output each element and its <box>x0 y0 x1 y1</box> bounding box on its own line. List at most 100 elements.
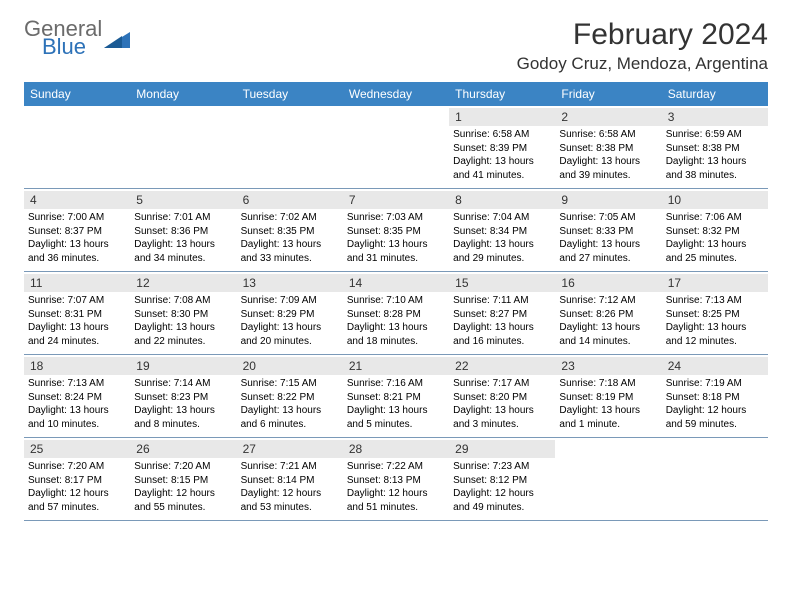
day-number: 27 <box>237 440 343 458</box>
info-line: Sunrise: 7:05 AM <box>559 211 657 225</box>
info-line: Sunset: 8:35 PM <box>241 225 339 239</box>
day-number: 16 <box>555 274 661 292</box>
info-line: Daylight: 13 hours <box>134 404 232 418</box>
day-number: 10 <box>662 191 768 209</box>
weeks-container: 1Sunrise: 6:58 AMSunset: 8:39 PMDaylight… <box>24 106 768 521</box>
info-line: and 3 minutes. <box>453 418 551 432</box>
info-line: Sunset: 8:20 PM <box>453 391 551 405</box>
title-block: February 2024 Godoy Cruz, Mendoza, Argen… <box>517 18 768 74</box>
info-line: Daylight: 13 hours <box>28 238 126 252</box>
info-line: and 59 minutes. <box>666 418 764 432</box>
calendar-cell <box>24 106 130 188</box>
sunrise-sunset-info: Sunrise: 7:08 AMSunset: 8:30 PMDaylight:… <box>134 294 232 348</box>
sunrise-sunset-info: Sunrise: 7:17 AMSunset: 8:20 PMDaylight:… <box>453 377 551 431</box>
day-number: 22 <box>449 357 555 375</box>
sunrise-sunset-info: Sunrise: 7:19 AMSunset: 8:18 PMDaylight:… <box>666 377 764 431</box>
info-line: Daylight: 13 hours <box>453 155 551 169</box>
calendar-cell: 3Sunrise: 6:59 AMSunset: 8:38 PMDaylight… <box>662 106 768 188</box>
info-line: and 53 minutes. <box>241 501 339 515</box>
day-number <box>237 108 343 126</box>
day-number <box>343 108 449 126</box>
day-number: 15 <box>449 274 555 292</box>
info-line: Daylight: 13 hours <box>241 321 339 335</box>
info-line: Sunset: 8:22 PM <box>241 391 339 405</box>
info-line: Sunset: 8:30 PM <box>134 308 232 322</box>
info-line: Sunset: 8:23 PM <box>134 391 232 405</box>
calendar-cell: 24Sunrise: 7:19 AMSunset: 8:18 PMDayligh… <box>662 355 768 437</box>
info-line: and 16 minutes. <box>453 335 551 349</box>
info-line: Daylight: 12 hours <box>241 487 339 501</box>
day-number: 5 <box>130 191 236 209</box>
info-line: Sunset: 8:15 PM <box>134 474 232 488</box>
info-line: Sunset: 8:19 PM <box>559 391 657 405</box>
weekday-header: Saturday <box>662 82 768 106</box>
info-line: and 38 minutes. <box>666 169 764 183</box>
info-line: Sunset: 8:27 PM <box>453 308 551 322</box>
info-line: and 36 minutes. <box>28 252 126 266</box>
day-number: 6 <box>237 191 343 209</box>
info-line: Daylight: 13 hours <box>559 404 657 418</box>
calendar-week-row: 18Sunrise: 7:13 AMSunset: 8:24 PMDayligh… <box>24 355 768 438</box>
day-number: 14 <box>343 274 449 292</box>
info-line: and 25 minutes. <box>666 252 764 266</box>
info-line: and 27 minutes. <box>559 252 657 266</box>
calendar-week-row: 1Sunrise: 6:58 AMSunset: 8:39 PMDaylight… <box>24 106 768 189</box>
day-number: 7 <box>343 191 449 209</box>
sunrise-sunset-info: Sunrise: 7:07 AMSunset: 8:31 PMDaylight:… <box>28 294 126 348</box>
calendar-cell <box>130 106 236 188</box>
sunrise-sunset-info: Sunrise: 7:23 AMSunset: 8:12 PMDaylight:… <box>453 460 551 514</box>
sunrise-sunset-info: Sunrise: 6:58 AMSunset: 8:38 PMDaylight:… <box>559 128 657 182</box>
calendar-cell: 4Sunrise: 7:00 AMSunset: 8:37 PMDaylight… <box>24 189 130 271</box>
sunrise-sunset-info: Sunrise: 7:16 AMSunset: 8:21 PMDaylight:… <box>347 377 445 431</box>
weekday-header: Sunday <box>24 82 130 106</box>
info-line: Daylight: 12 hours <box>453 487 551 501</box>
info-line: Sunset: 8:21 PM <box>347 391 445 405</box>
info-line: and 31 minutes. <box>347 252 445 266</box>
day-number: 25 <box>24 440 130 458</box>
day-number: 20 <box>237 357 343 375</box>
calendar-cell: 9Sunrise: 7:05 AMSunset: 8:33 PMDaylight… <box>555 189 661 271</box>
info-line: Sunrise: 7:04 AM <box>453 211 551 225</box>
day-number: 21 <box>343 357 449 375</box>
weekday-header: Friday <box>555 82 661 106</box>
day-number: 29 <box>449 440 555 458</box>
info-line: Sunrise: 7:23 AM <box>453 460 551 474</box>
info-line: Sunset: 8:24 PM <box>28 391 126 405</box>
info-line: Sunset: 8:34 PM <box>453 225 551 239</box>
info-line: Sunset: 8:31 PM <box>28 308 126 322</box>
calendar: Sunday Monday Tuesday Wednesday Thursday… <box>24 82 768 521</box>
info-line: Sunrise: 7:20 AM <box>134 460 232 474</box>
info-line: Sunset: 8:28 PM <box>347 308 445 322</box>
info-line: and 6 minutes. <box>241 418 339 432</box>
calendar-cell: 8Sunrise: 7:04 AMSunset: 8:34 PMDaylight… <box>449 189 555 271</box>
info-line: and 10 minutes. <box>28 418 126 432</box>
info-line: Sunset: 8:33 PM <box>559 225 657 239</box>
info-line: and 14 minutes. <box>559 335 657 349</box>
info-line: Sunset: 8:12 PM <box>453 474 551 488</box>
info-line: Daylight: 13 hours <box>347 238 445 252</box>
info-line: Daylight: 12 hours <box>666 404 764 418</box>
day-number <box>555 440 661 458</box>
info-line: Sunrise: 7:06 AM <box>666 211 764 225</box>
calendar-cell: 6 Sunrise: 7:02 AMSunset: 8:35 PMDaylight… <box>237 189 343 271</box>
calendar-cell: 12 Sunrise: 7:08 AMSunset: 8:30 PMDayligh… <box>130 272 236 354</box>
info-line: Daylight: 13 hours <box>134 321 232 335</box>
sunrise-sunset-info: Sunrise: 6:58 AMSunset: 8:39 PMDaylight:… <box>453 128 551 182</box>
sunrise-sunset-info: Sunrise: 7:22 AMSunset: 8:13 PMDaylight:… <box>347 460 445 514</box>
calendar-cell: 13Sunrise: 7:09 AMSunset: 8:29 PMDayligh… <box>237 272 343 354</box>
day-number: 12 <box>130 274 236 292</box>
info-line: Sunrise: 6:58 AM <box>559 128 657 142</box>
info-line: Sunrise: 7:13 AM <box>666 294 764 308</box>
day-number: 26 <box>130 440 236 458</box>
info-line: Sunrise: 7:07 AM <box>28 294 126 308</box>
info-line: Sunset: 8:29 PM <box>241 308 339 322</box>
info-line: Sunrise: 7:08 AM <box>134 294 232 308</box>
info-line: Sunset: 8:14 PM <box>241 474 339 488</box>
calendar-cell: 7Sunrise: 7:03 AMSunset: 8:35 PMDaylight… <box>343 189 449 271</box>
info-line: Sunrise: 7:17 AM <box>453 377 551 391</box>
info-line: Sunset: 8:37 PM <box>28 225 126 239</box>
sunrise-sunset-info: Sunrise: 7:02 AMSunset: 8:35 PMDaylight:… <box>241 211 339 265</box>
day-number <box>662 440 768 458</box>
info-line: Sunrise: 7:15 AM <box>241 377 339 391</box>
logo-text: General Blue <box>24 18 102 58</box>
